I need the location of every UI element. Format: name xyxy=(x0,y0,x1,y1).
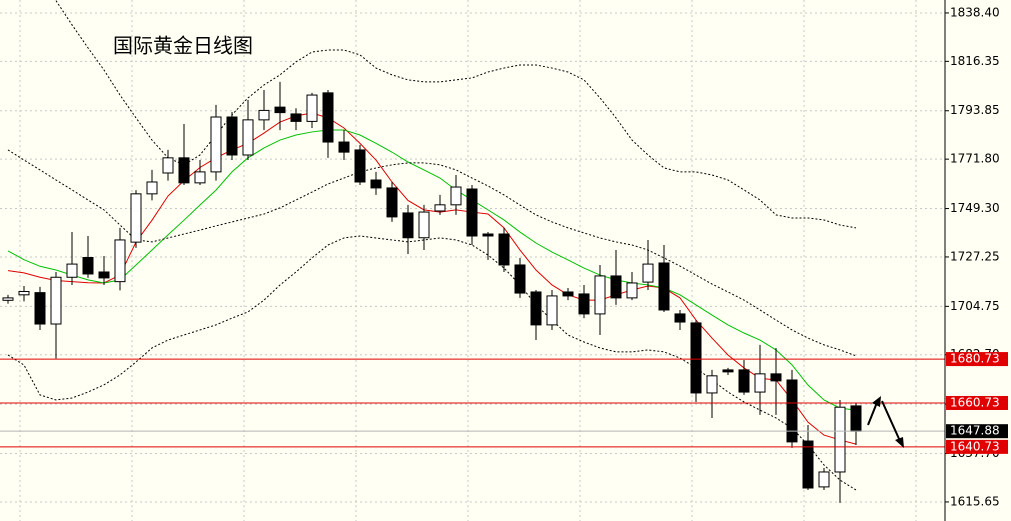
candle-body xyxy=(818,471,830,488)
candle-body xyxy=(178,157,190,184)
last-price-box xyxy=(946,424,1008,439)
candle-body xyxy=(2,297,14,301)
candle-body xyxy=(786,379,798,443)
candle-body xyxy=(770,373,782,382)
candle-body xyxy=(130,193,142,243)
price-line-box xyxy=(946,352,1008,367)
candle-body xyxy=(98,271,110,279)
candle-body xyxy=(450,186,462,206)
candle-body xyxy=(658,262,670,311)
candle-body xyxy=(626,282,638,299)
candle-body xyxy=(322,92,334,143)
candle-body xyxy=(530,291,542,326)
candle-body xyxy=(258,109,270,121)
candle-body xyxy=(802,440,814,489)
candle-body xyxy=(834,406,846,473)
chart-title: 国际黄金日线图 xyxy=(113,34,253,58)
candle-body xyxy=(18,291,30,296)
candle-body xyxy=(610,275,622,299)
y-tick-label: 1727.25 xyxy=(950,249,1000,263)
price-line-label: 1680.73 xyxy=(950,352,1000,366)
line-series xyxy=(7,235,857,491)
y-tick-label: 1704.75 xyxy=(950,299,1000,313)
y-tick-label: 1615.65 xyxy=(950,494,1000,508)
candle-body xyxy=(850,405,862,432)
candle-body xyxy=(226,116,238,156)
y-tick-label: 1838.40 xyxy=(950,5,1000,19)
line-series xyxy=(7,149,857,357)
candle-body xyxy=(290,113,302,122)
y-tick-label: 1793.85 xyxy=(950,103,1000,117)
candle-body xyxy=(482,233,494,237)
candle-body xyxy=(354,149,366,183)
candle-body xyxy=(194,171,206,184)
candle-body xyxy=(546,295,558,326)
candle-body xyxy=(722,369,734,373)
candle-body xyxy=(514,264,526,294)
candle-body xyxy=(114,239,126,283)
candle-body xyxy=(402,212,414,239)
candle-body xyxy=(82,257,94,275)
candle-body xyxy=(754,373,766,393)
price-line-box xyxy=(946,439,1008,454)
price-line-box xyxy=(946,395,1008,410)
candle-body xyxy=(146,181,158,195)
arrow-up-head xyxy=(872,396,881,407)
candle-body xyxy=(690,322,702,394)
candle-body xyxy=(386,187,398,218)
candle-body xyxy=(34,292,46,325)
plot xyxy=(0,0,945,503)
candle-body xyxy=(466,188,478,237)
candle-body xyxy=(706,375,718,394)
price-line-label: 1660.73 xyxy=(950,395,1000,409)
candle-body xyxy=(594,275,606,315)
candle-body xyxy=(338,141,350,153)
y-tick-label: 1749.30 xyxy=(950,201,1000,215)
candle-body xyxy=(162,157,174,174)
candle-body xyxy=(242,119,254,156)
arrow-down-head xyxy=(895,437,904,448)
vertical-grid xyxy=(19,0,917,521)
candle-body xyxy=(370,179,382,189)
line-series xyxy=(7,129,857,411)
candle-body xyxy=(738,369,750,393)
candle-body xyxy=(498,233,510,266)
candle-body xyxy=(418,211,430,239)
candle-body xyxy=(562,291,574,297)
candle-body xyxy=(306,94,318,122)
arrow-down xyxy=(881,400,901,442)
price-line-label: 1640.73 xyxy=(950,439,1000,453)
candle-body xyxy=(642,263,654,283)
y-tick-label: 1816.35 xyxy=(950,54,1000,68)
last-price-label: 1647.88 xyxy=(950,424,1000,438)
y-tick-label: 1771.80 xyxy=(950,152,1000,166)
candle-body xyxy=(210,116,222,173)
candle-body xyxy=(434,204,446,212)
candle-body xyxy=(66,263,78,278)
candle-body xyxy=(578,293,590,315)
line-series xyxy=(7,112,857,445)
candle-body xyxy=(50,276,62,325)
candle-body xyxy=(674,313,686,323)
candle-body xyxy=(274,106,286,114)
